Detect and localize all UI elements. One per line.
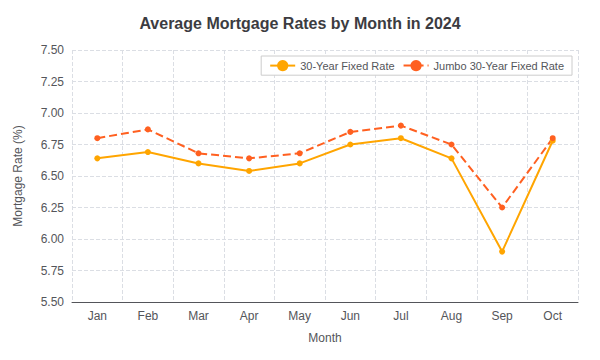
svg-text:7.25: 7.25 (41, 75, 65, 89)
svg-text:Mar: Mar (188, 309, 209, 323)
svg-text:Apr: Apr (240, 309, 259, 323)
svg-text:Feb: Feb (138, 309, 159, 323)
svg-text:5.50: 5.50 (41, 295, 65, 309)
svg-text:Month: Month (308, 331, 341, 345)
svg-text:Mortgage Rate (%): Mortgage Rate (%) (11, 125, 25, 226)
svg-text:5.75: 5.75 (41, 264, 65, 278)
svg-text:Sep: Sep (491, 309, 513, 323)
svg-text:Aug: Aug (441, 309, 462, 323)
svg-text:Jul: Jul (393, 309, 408, 323)
svg-text:6.75: 6.75 (41, 138, 65, 152)
svg-text:6.25: 6.25 (41, 201, 65, 215)
svg-text:Jan: Jan (88, 309, 107, 323)
svg-text:Jun: Jun (341, 309, 360, 323)
svg-text:30-Year Fixed Rate: 30-Year Fixed Rate (300, 60, 394, 72)
svg-text:Average Mortgage Rates by Mont: Average Mortgage Rates by Month in 2024 (139, 15, 460, 32)
svg-text:May: May (288, 309, 311, 323)
svg-text:6.00: 6.00 (41, 232, 65, 246)
svg-text:Oct: Oct (543, 309, 562, 323)
svg-text:6.50: 6.50 (41, 169, 65, 183)
svg-text:7.00: 7.00 (41, 106, 65, 120)
svg-text:Jumbo 30-Year Fixed Rate: Jumbo 30-Year Fixed Rate (434, 60, 564, 72)
svg-text:7.50: 7.50 (41, 43, 65, 57)
